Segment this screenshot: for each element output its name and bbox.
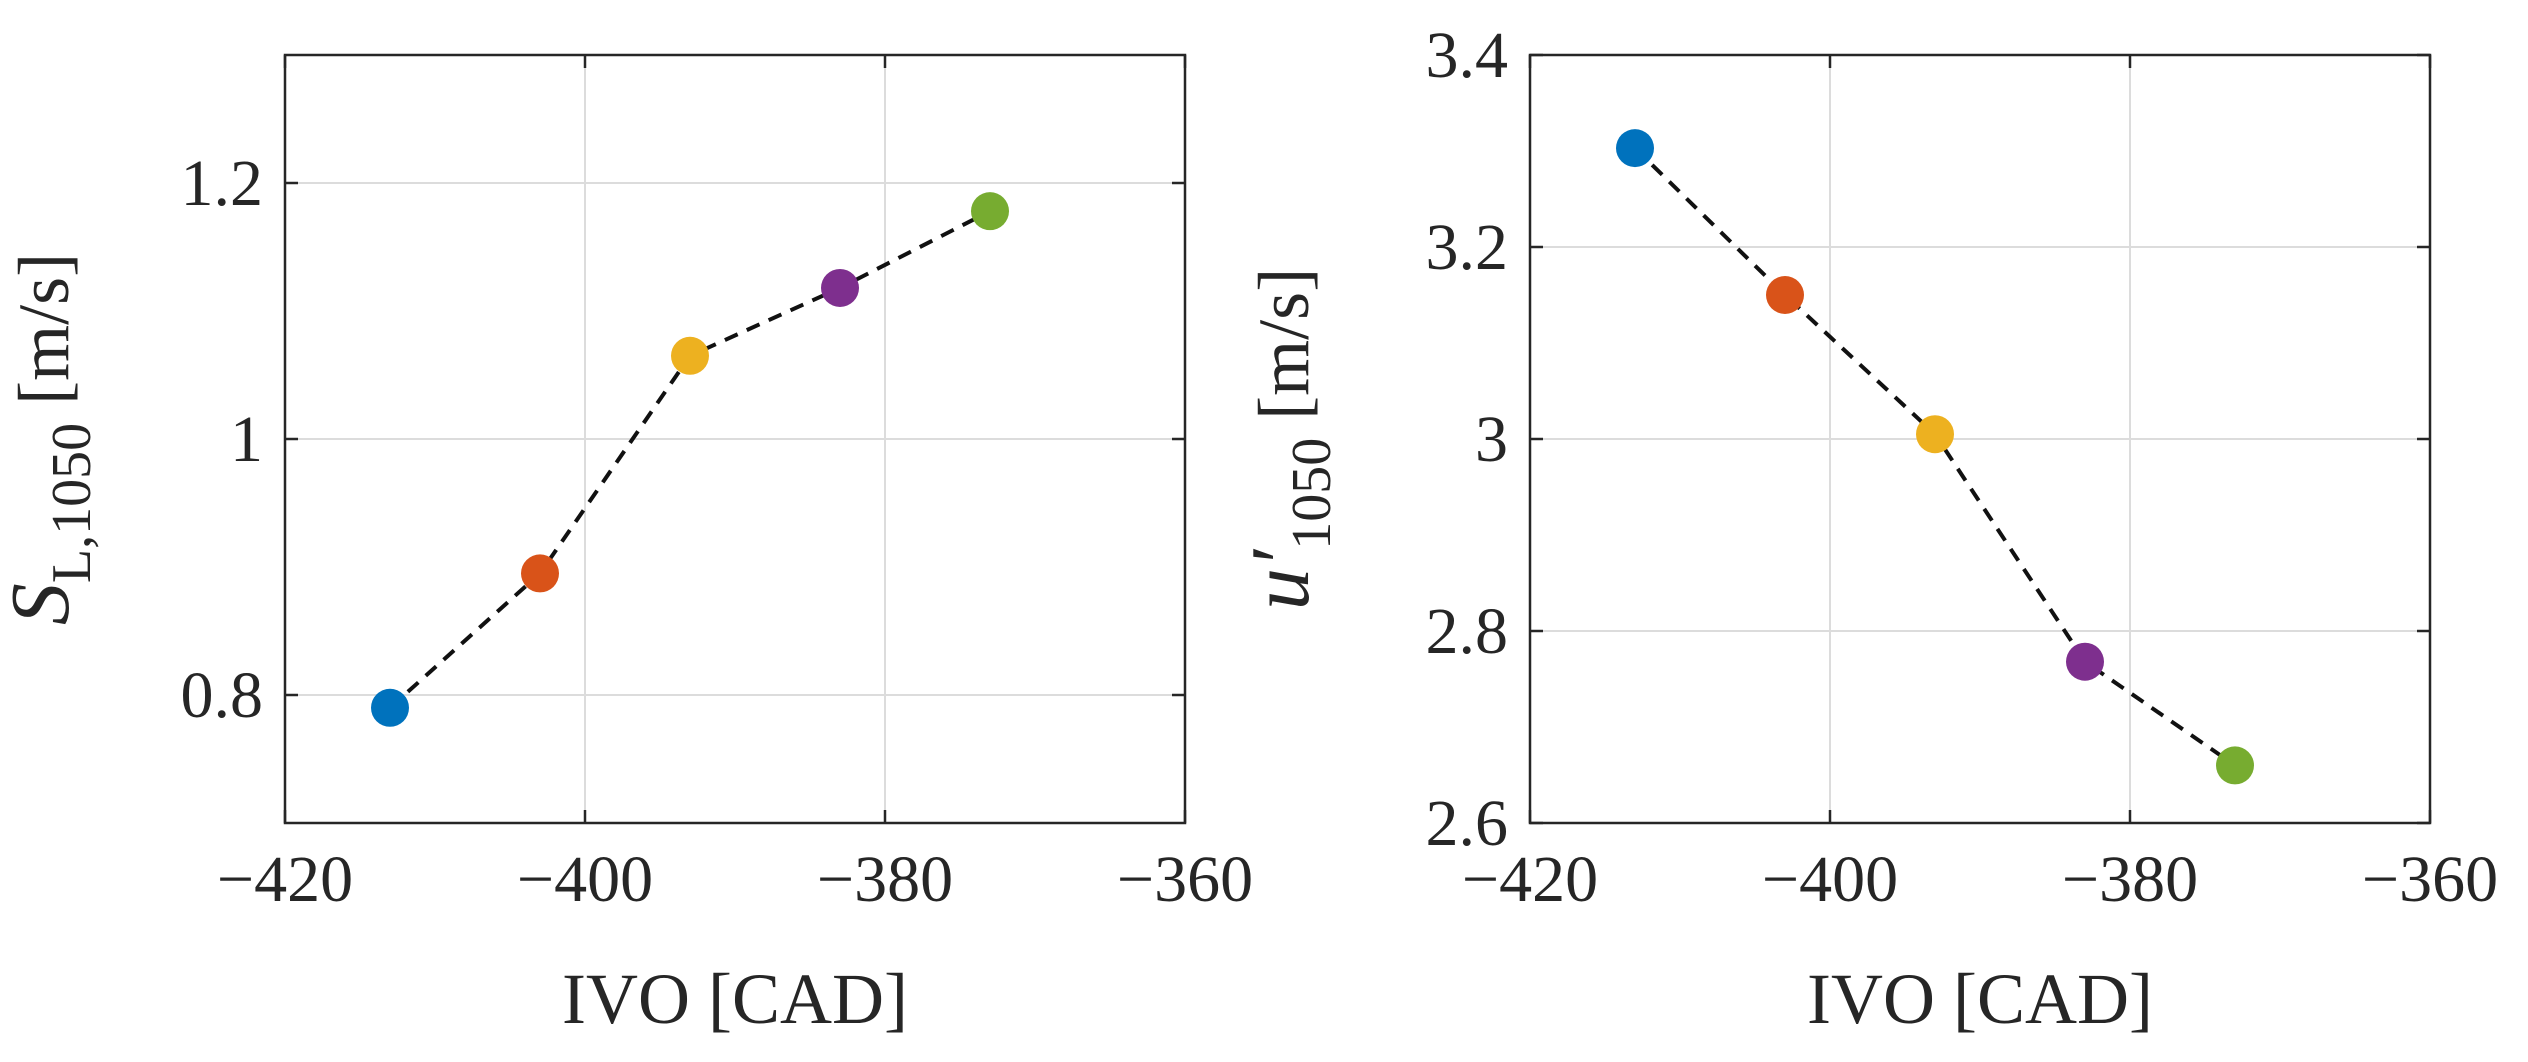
- y-tick-label: 1: [230, 403, 263, 476]
- y-axis-label-unit: [m/s]: [4, 253, 84, 423]
- y-tick-label: 2.8: [1426, 595, 1509, 668]
- data-point: [1916, 415, 1954, 454]
- data-point: [371, 688, 409, 727]
- y-axis-label-unit: [m/s]: [1244, 268, 1324, 438]
- series-connector-line: [1633, 146, 2237, 768]
- data-point: [821, 268, 859, 307]
- y-axis-label-symbol: u′: [1234, 548, 1327, 610]
- chart-right-turbulence-intensity: −420 −400 −380 −360 2.6 2.8 3 3.2 3.4 IVO [CAD] u′…: [1234, 19, 2498, 1039]
- x-tick-label: −400: [517, 843, 653, 916]
- y-axis-label: SL,1050 [m/s]: [0, 253, 103, 625]
- y-axis-label-subscript: L,1050: [41, 423, 103, 583]
- x-tick-label: −400: [1762, 843, 1898, 916]
- y-tick-label: 0.8: [181, 659, 264, 732]
- data-point: [521, 554, 559, 593]
- chart-left-laminar-flame-speed: −420 −400 −380 −360 0.8 1 1.2 IVO [CAD] SL,1050 …: [0, 53, 1253, 1039]
- data-point: [1766, 276, 1804, 314]
- y-tick-label: 1.2: [181, 147, 264, 220]
- data-point: [2066, 642, 2104, 681]
- y-tick-label: 3.2: [1426, 211, 1509, 284]
- y-axis-label-symbol: S: [0, 583, 87, 625]
- x-tick-label: −420: [1462, 843, 1598, 916]
- y-tick-label: 3.4: [1426, 19, 1509, 92]
- data-point: [971, 192, 1009, 231]
- x-axis-label: IVO [CAD]: [562, 959, 908, 1039]
- x-tick-label: −360: [1117, 843, 1253, 916]
- data-point: [671, 336, 709, 375]
- x-axis-label: IVO [CAD]: [1807, 959, 2153, 1039]
- y-axis-label-subscript: 1050: [1281, 438, 1343, 550]
- data-point: [1616, 129, 1654, 168]
- x-tick-label: −420: [217, 843, 353, 916]
- data-point: [2216, 746, 2254, 785]
- x-tick-label: −380: [817, 843, 953, 916]
- x-tick-label: −380: [2062, 843, 2198, 916]
- y-tick-label: 3: [1475, 403, 1508, 476]
- y-tick-label: 2.6: [1426, 787, 1509, 860]
- x-tick-label: −360: [2362, 843, 2498, 916]
- y-axis-label: u′1050 [m/s]: [1234, 268, 1343, 610]
- series-connector-line: [388, 209, 991, 710]
